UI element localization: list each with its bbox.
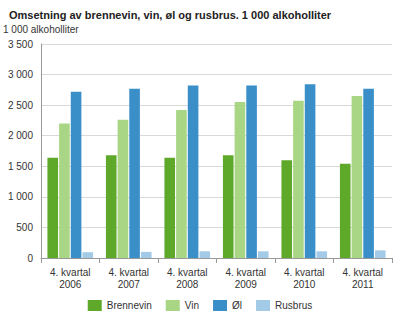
svg-text:4. kvartal: 4. kvartal <box>342 267 383 278</box>
svg-text:2011: 2011 <box>352 279 374 290</box>
svg-text:2 500: 2 500 <box>8 100 33 111</box>
svg-text:Rusbrus: Rusbrus <box>275 300 312 311</box>
svg-text:2009: 2009 <box>235 279 258 290</box>
svg-text:Øl: Øl <box>232 300 242 311</box>
svg-text:2 000: 2 000 <box>8 130 33 141</box>
svg-text:3 000: 3 000 <box>8 69 33 80</box>
svg-text:2010: 2010 <box>293 279 316 290</box>
svg-text:1 000 alkoholliter: 1 000 alkoholliter <box>3 24 79 35</box>
svg-text:4. kvartal: 4. kvartal <box>284 267 325 278</box>
svg-text:4. kvartal: 4. kvartal <box>50 267 91 278</box>
svg-text:Omsetning av brennevin, vin, ø: Omsetning av brennevin, vin, øl og rusbr… <box>9 9 332 21</box>
svg-text:Vin: Vin <box>185 300 199 311</box>
svg-text:3 500: 3 500 <box>8 39 33 50</box>
svg-text:Brennevin: Brennevin <box>107 300 152 311</box>
svg-text:500: 500 <box>16 222 33 233</box>
svg-text:4. kvartal: 4. kvartal <box>108 267 149 278</box>
svg-text:4. kvartal: 4. kvartal <box>225 267 266 278</box>
svg-text:2006: 2006 <box>59 279 82 290</box>
svg-text:2007: 2007 <box>118 279 141 290</box>
svg-text:2008: 2008 <box>176 279 199 290</box>
svg-text:4. kvartal: 4. kvartal <box>167 267 208 278</box>
svg-text:0: 0 <box>27 253 33 264</box>
svg-text:1 000: 1 000 <box>8 191 33 202</box>
svg-text:1 500: 1 500 <box>8 161 33 172</box>
